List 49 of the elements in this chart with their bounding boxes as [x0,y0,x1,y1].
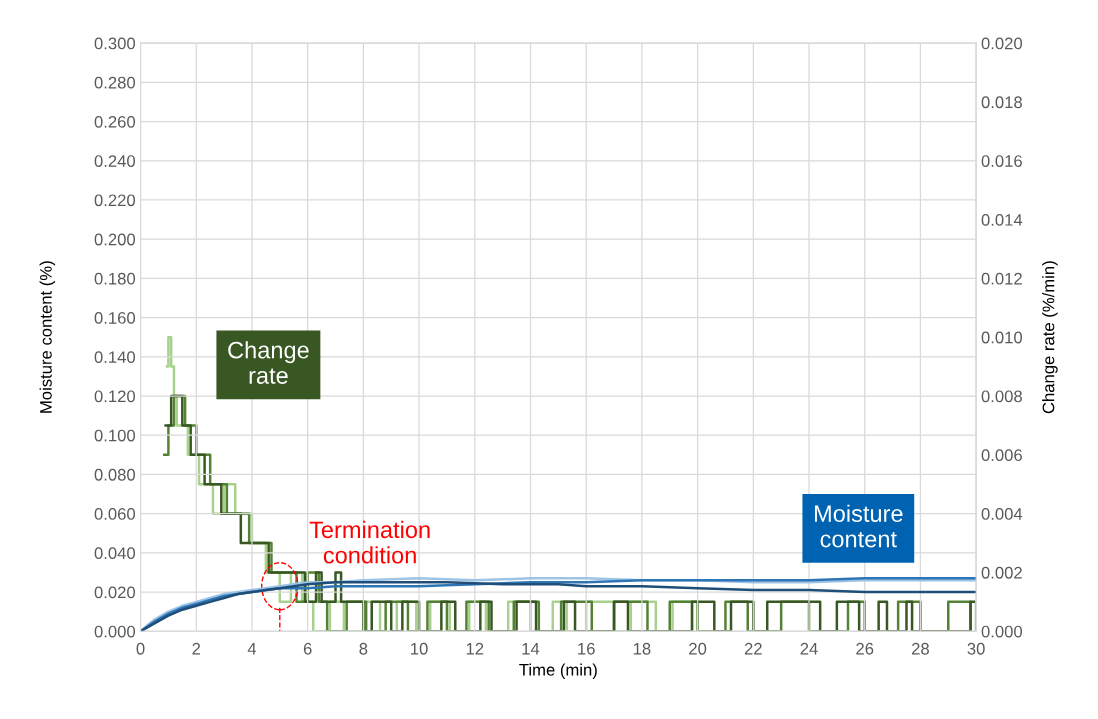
x-tick-label: 28 [911,642,929,655]
y-tick-label: 0.140 [94,351,136,364]
x-tick-label: 20 [689,642,707,655]
y-tick-label: 0.080 [94,468,136,481]
y2-tick-label: 0.004 [981,508,1023,520]
y-tick-label: 0.020 [94,586,136,599]
x-tick-label: 2 [192,642,201,655]
x-tick-label: 4 [247,643,257,655]
y-tick-label: 0.180 [94,272,136,285]
y-tick-label: 0.300 [94,37,136,50]
y-tick-label: 0.000 [94,625,136,638]
x-tick-label: 22 [744,642,762,655]
y-tick-label: 0.240 [94,155,136,167]
x-tick-label: 16 [578,642,595,655]
x-tick-label: 12 [466,642,484,655]
x-axis-title: Time (min) [519,663,597,680]
y2-tick-label: 0.016 [981,155,1022,167]
y-tick-label: 0.160 [94,312,136,324]
x-tick-label: 30 [967,642,985,655]
y2-tick-label: 0.008 [981,390,1022,403]
x-tick-label: 10 [411,642,428,655]
annotation: Change rate [228,341,309,384]
x-tick-label: 26 [856,642,874,655]
y-tick-label: 0.100 [94,429,136,442]
y-tick-label: 0.280 [94,76,136,89]
y2-tick-label: 0.020 [981,37,1023,50]
x-tick-label: 24 [800,642,818,655]
y-tick-label: 0.260 [94,115,136,128]
y-tick-label: 0.220 [94,194,136,207]
x-tick-label: 14 [522,643,540,655]
x-tick-label: 8 [359,642,368,655]
y2-tick-label: 0.018 [981,96,1022,109]
annotation: Moisture content [814,504,903,548]
x-tick-label: 6 [303,642,312,655]
y2-tick-label: 0.010 [981,331,1023,344]
y-tick-label: 0.120 [94,390,136,403]
y2-tick-label: 0.014 [981,213,1023,226]
y2-tick-label: 0.012 [981,272,1022,285]
y2-tick-label: 0.002 [981,566,1022,579]
y-tick-label: 0.040 [94,547,136,560]
x-tick-label: 18 [633,642,651,655]
y2-tick-label: 0.006 [981,449,1022,462]
y-axis-title: Moisture content (%) [39,261,56,413]
y2-tick-label: 0.000 [981,625,1023,638]
y-tick-label: 0.200 [94,233,136,246]
y-tick-label: 0.060 [94,508,136,520]
annotation: Termination condition [309,520,430,564]
x-tick-label: 0 [136,642,145,655]
y2-axis-title: Change rate (%/min) [1042,261,1058,414]
